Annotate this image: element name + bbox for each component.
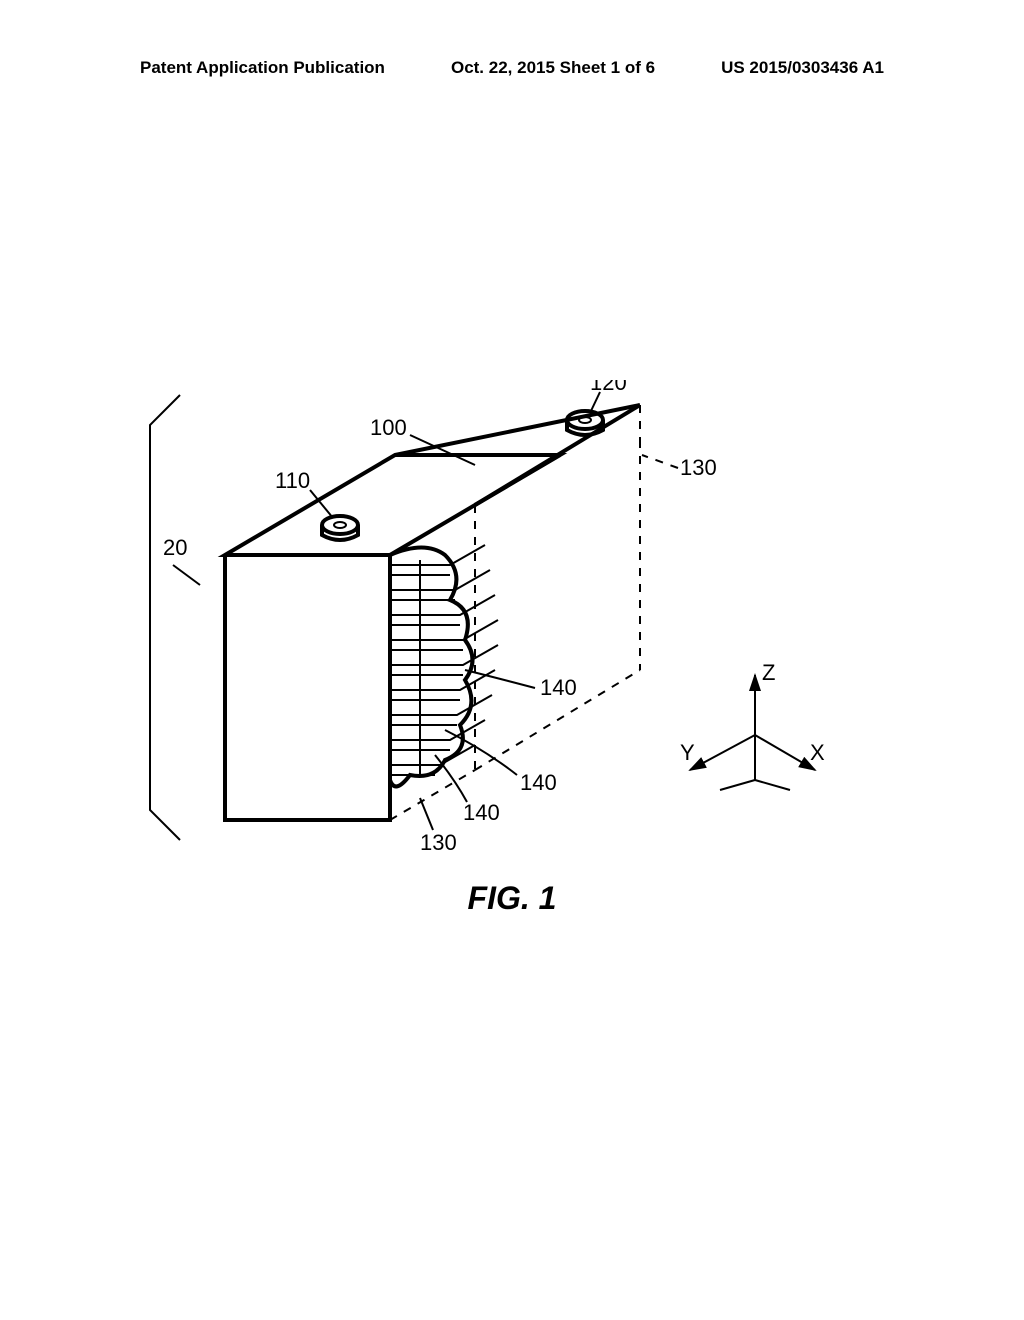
ref-140b: 140 bbox=[520, 770, 557, 795]
leader-120 bbox=[590, 392, 600, 413]
patent-header: Patent Application Publication Oct. 22, … bbox=[0, 58, 1024, 78]
axis-down-right bbox=[755, 780, 790, 790]
layer-3 bbox=[390, 595, 495, 615]
header-publication: Patent Application Publication bbox=[140, 58, 385, 78]
ref-140a: 140 bbox=[540, 675, 577, 700]
ref-130a: 130 bbox=[680, 455, 717, 480]
header-date-sheet: Oct. 22, 2015 Sheet 1 of 6 bbox=[451, 58, 655, 78]
figure-1-container: 20 bbox=[145, 380, 885, 860]
x-axis bbox=[755, 735, 815, 770]
layer-5 bbox=[390, 645, 498, 665]
z-label: Z bbox=[762, 660, 775, 685]
ref-110: 110 bbox=[275, 468, 310, 493]
header-patent-number: US 2015/0303436 A1 bbox=[721, 58, 884, 78]
axis-down-left bbox=[720, 780, 755, 790]
terminal-110-top bbox=[322, 516, 358, 534]
y-axis bbox=[690, 735, 755, 770]
ref-20: 20 bbox=[163, 535, 187, 560]
coordinate-axes: Z X Y bbox=[680, 660, 825, 790]
layer-4 bbox=[390, 620, 498, 640]
box-front-face bbox=[225, 555, 390, 820]
layer-7 bbox=[390, 695, 492, 715]
bracket-20 bbox=[150, 395, 180, 840]
leader-130b bbox=[420, 798, 433, 830]
terminal-120-hole bbox=[579, 417, 591, 423]
x-label: X bbox=[810, 740, 825, 765]
terminal-110-hole bbox=[334, 522, 346, 528]
y-label: Y bbox=[680, 740, 695, 765]
ref-140c: 140 bbox=[463, 800, 500, 825]
layer-8 bbox=[390, 720, 485, 740]
ref-130b: 130 bbox=[420, 830, 457, 855]
box-top-right-edge2 bbox=[475, 455, 560, 505]
leader-20 bbox=[173, 565, 200, 585]
ref-120: 120 bbox=[590, 380, 627, 395]
figure-label: FIG. 1 bbox=[468, 880, 557, 917]
leader-130a bbox=[642, 455, 678, 468]
figure-1-svg: 20 bbox=[145, 380, 885, 860]
ref-100: 100 bbox=[370, 415, 407, 440]
